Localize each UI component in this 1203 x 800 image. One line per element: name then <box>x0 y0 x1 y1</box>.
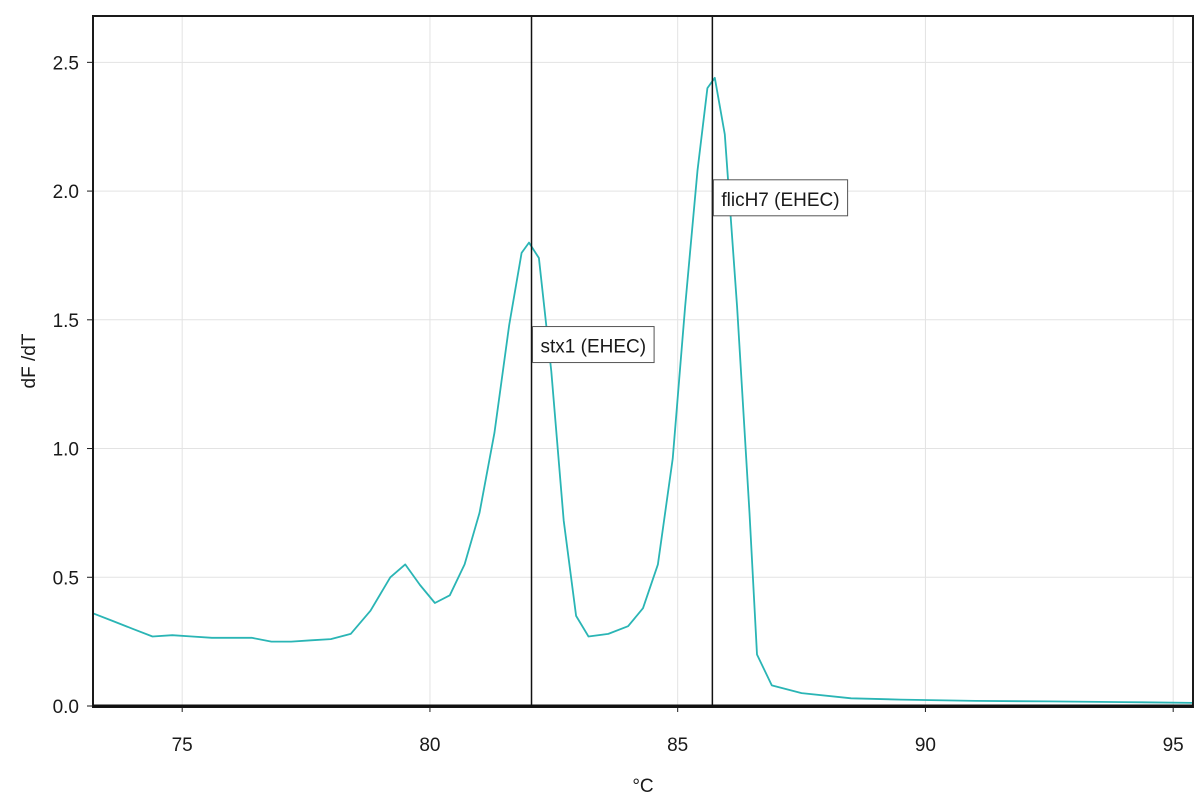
x-tick-label: 75 <box>172 735 193 756</box>
marker-label-background <box>532 326 655 364</box>
grid-lines <box>93 16 1193 706</box>
y-axis-title: dF /dT <box>19 333 40 388</box>
marker-label-background <box>712 179 849 217</box>
x-axis-ticks: 75 80 85 90 95 <box>172 706 1184 756</box>
y-tick-label: 2.5 <box>53 53 79 74</box>
series-layer <box>92 76 1194 704</box>
x-tick-label: 95 <box>1163 735 1184 756</box>
marker-label: stx1 (EHEC) <box>541 337 647 358</box>
y-tick-label: 1.5 <box>53 311 79 332</box>
marker-label-box-1: flicH7 (EHEC) <box>712 179 849 217</box>
marker-label: flicH7 (EHEC) <box>721 190 839 211</box>
y-tick-label: 0.0 <box>53 697 79 718</box>
x-axis-title: °C <box>632 776 653 797</box>
y-tick-label: 1.0 <box>53 440 79 461</box>
y-tick-label: 2.0 <box>53 182 79 203</box>
x-tick-label: 80 <box>419 735 440 756</box>
y-axis-ticks: 0.0 0.5 1.0 1.5 2.0 2.5 <box>53 53 93 718</box>
x-tick-label: 90 <box>915 735 936 756</box>
marker-layer: stx1 (EHEC) flicH7 (EHEC) <box>530 16 849 706</box>
marker-label-box-0: stx1 (EHEC) <box>532 326 655 364</box>
x-tick-label: 85 <box>667 735 688 756</box>
series-line-0 <box>92 76 1194 704</box>
y-tick-label: 0.5 <box>53 568 79 589</box>
